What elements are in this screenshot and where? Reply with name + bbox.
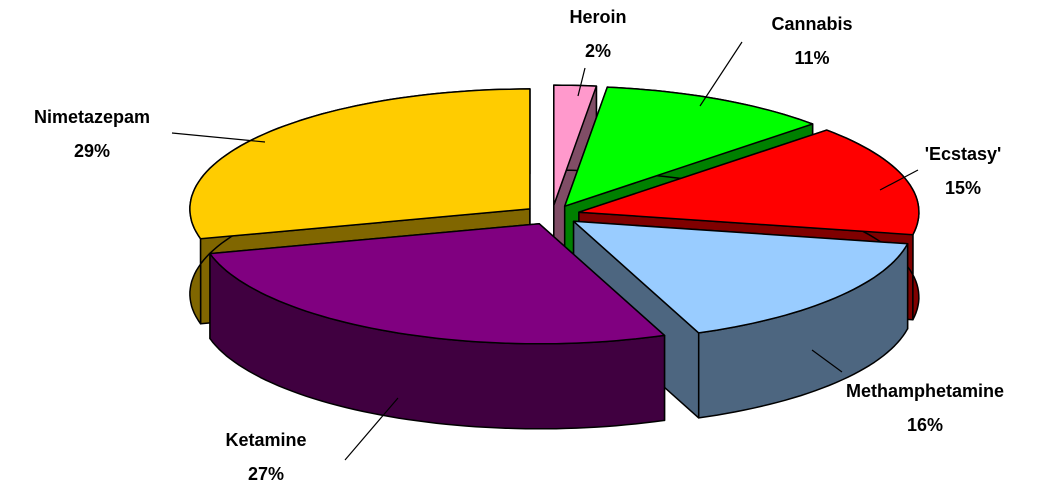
slice-value-label: 16% xyxy=(907,415,943,435)
leader-line xyxy=(879,169,919,191)
slice-label: Methamphetamine xyxy=(846,381,1004,401)
slice-label: Ketamine xyxy=(225,430,306,450)
leader-line xyxy=(577,67,586,97)
slice-label: Cannabis xyxy=(771,14,852,34)
slice-value-label: 29% xyxy=(74,141,110,161)
slice-top xyxy=(578,129,920,236)
slice-value-label: 2% xyxy=(585,41,611,61)
slice-value-label: 11% xyxy=(794,48,829,68)
slice-label: Nimetazepam xyxy=(34,107,150,127)
slice-label: Heroin xyxy=(569,7,626,27)
pie-slice xyxy=(209,223,666,430)
slice-value-label: 27% xyxy=(248,464,284,484)
leader-line xyxy=(811,349,843,373)
slice-top xyxy=(563,86,814,207)
leader-line xyxy=(344,397,399,461)
slice-top xyxy=(553,84,598,206)
slice-label: 'Ecstasy' xyxy=(925,144,1002,164)
leader-line xyxy=(699,41,743,107)
slice-value-label: 15% xyxy=(945,178,981,198)
leader-line xyxy=(171,132,266,143)
slice-top xyxy=(572,220,909,334)
slice-top xyxy=(189,88,531,240)
slice-top xyxy=(209,223,666,345)
